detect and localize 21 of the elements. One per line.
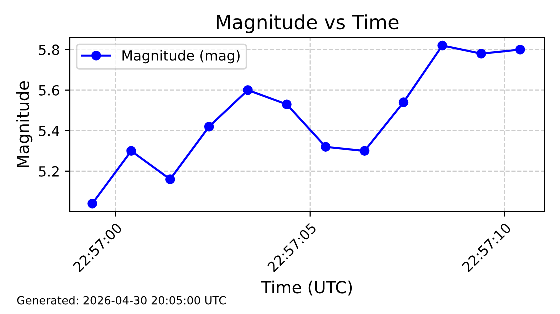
point bbox=[360, 146, 370, 156]
y-tick-label: 5.6 bbox=[39, 85, 60, 96]
point bbox=[243, 86, 253, 96]
y-tick-label: 5.8 bbox=[39, 44, 60, 56]
point bbox=[166, 174, 176, 184]
chart-title: Magnitude vs Time bbox=[217, 14, 399, 34]
point bbox=[516, 44, 526, 55]
y-tick-label: 5.2 bbox=[39, 166, 59, 177]
point bbox=[438, 40, 448, 51]
point bbox=[204, 122, 214, 132]
point bbox=[398, 98, 409, 108]
x-axis-title: Time (UTC) bbox=[261, 280, 352, 296]
point bbox=[321, 142, 331, 152]
point bbox=[282, 100, 292, 110]
legend-label: Magnitude (mag) bbox=[122, 50, 240, 64]
point bbox=[88, 198, 98, 209]
point bbox=[476, 49, 486, 59]
y-tick-label: 5.4 bbox=[39, 126, 60, 136]
text: Generated: 2026-04-30 20:05:00 UTC bbox=[17, 296, 226, 305]
y-axis-title: Magnitude bbox=[16, 82, 33, 168]
point bbox=[126, 146, 136, 156]
